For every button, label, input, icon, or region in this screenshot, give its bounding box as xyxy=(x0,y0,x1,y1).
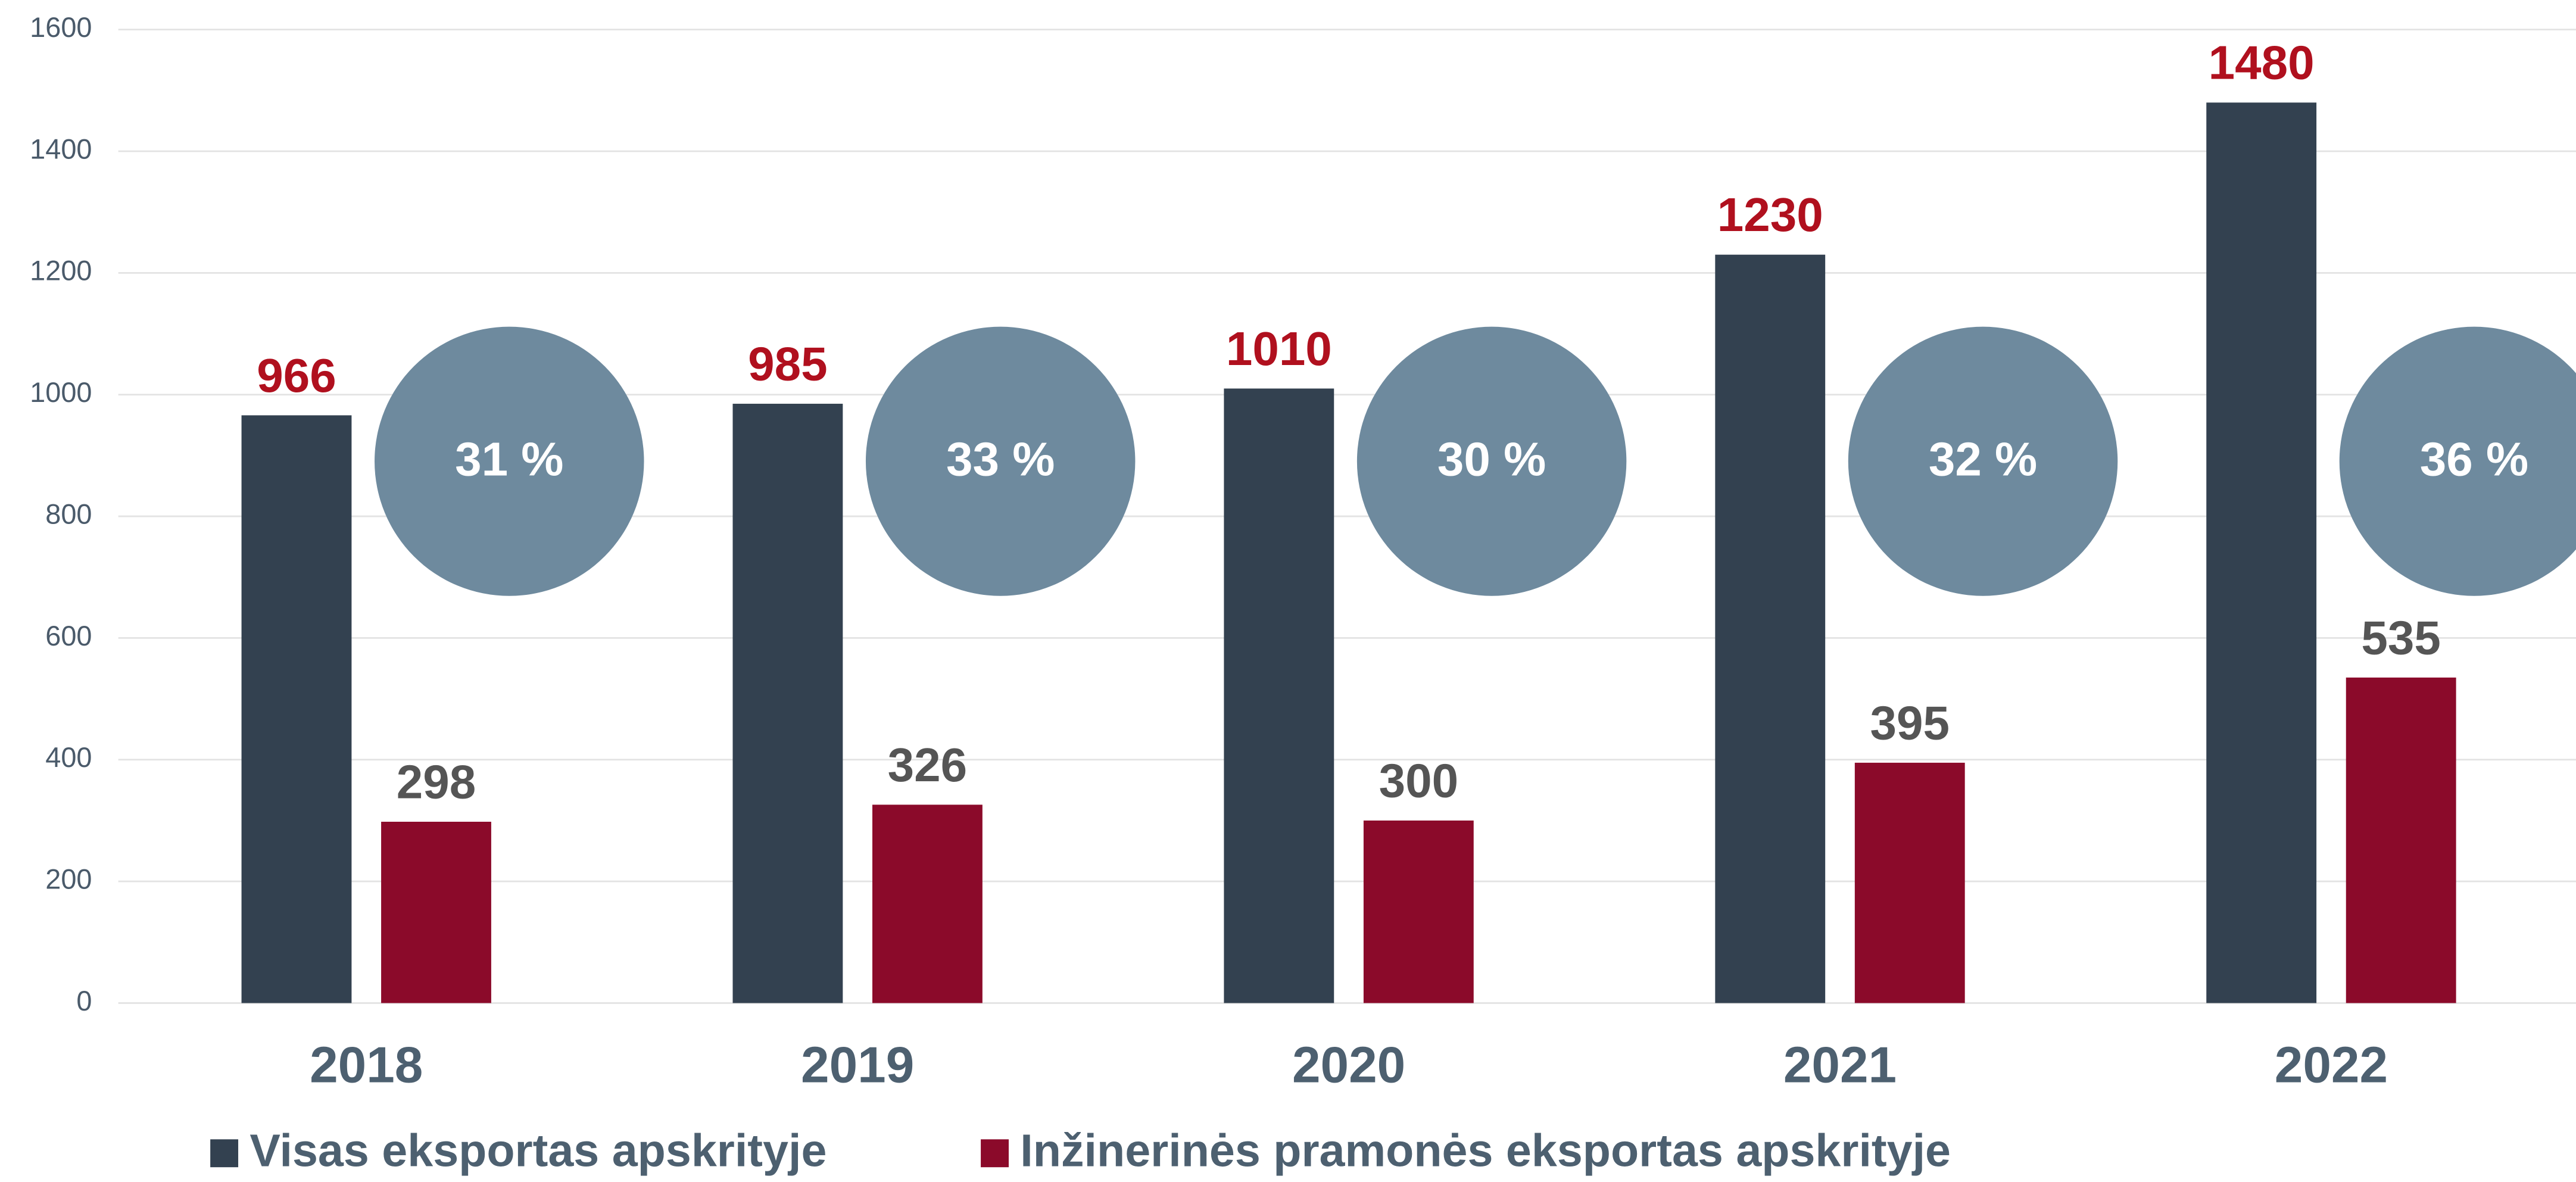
bar xyxy=(2346,677,2456,1003)
bar xyxy=(241,415,352,1003)
data-label: 298 xyxy=(397,755,476,808)
y-tick-label: 0 xyxy=(76,985,92,1016)
data-label: 395 xyxy=(1870,696,1950,749)
share-circle xyxy=(865,326,1136,596)
x-tick-label: 2018 xyxy=(310,1037,423,1093)
legend-swatch xyxy=(210,1139,239,1168)
share-label: 31 % xyxy=(455,433,563,486)
data-label: 535 xyxy=(2361,611,2440,664)
share-label: 33 % xyxy=(946,433,1055,486)
share-label: 30 % xyxy=(1437,433,1546,486)
data-label: 985 xyxy=(748,338,827,391)
share-circle xyxy=(2339,326,2576,596)
bar xyxy=(1224,388,1334,1003)
data-label: 966 xyxy=(257,349,336,402)
share-label: 32 % xyxy=(1929,433,2037,486)
bar xyxy=(2206,102,2317,1003)
legend-label: Inžinerinės pramonės eksportas apskrityj… xyxy=(1020,1125,1951,1177)
y-tick-label: 800 xyxy=(45,498,92,529)
bar xyxy=(732,404,843,1003)
share-circle xyxy=(1356,326,1627,596)
bar xyxy=(1715,254,1826,1003)
bar xyxy=(1854,762,1965,1003)
share-label: 36 % xyxy=(2420,433,2528,486)
data-label: 326 xyxy=(888,738,967,791)
y-tick-label: 400 xyxy=(45,742,92,773)
legend-swatch xyxy=(981,1139,1009,1168)
bar xyxy=(872,804,983,1003)
data-label: 1230 xyxy=(1717,188,1823,241)
y-tick-label: 600 xyxy=(45,620,92,651)
y-tick-label: 1200 xyxy=(30,255,92,286)
data-label: 300 xyxy=(1379,754,1458,807)
data-label: 1010 xyxy=(1226,322,1332,375)
x-tick-label: 2020 xyxy=(1292,1037,1405,1093)
y-tick-label: 1000 xyxy=(30,377,92,408)
bar xyxy=(381,821,491,1003)
bar xyxy=(1363,820,1474,1003)
y-tick-label: 1600 xyxy=(30,12,92,43)
x-tick-label: 2022 xyxy=(2275,1037,2388,1093)
x-tick-label: 2019 xyxy=(801,1037,914,1093)
share-circle xyxy=(1848,326,2118,596)
data-label: 1480 xyxy=(2209,36,2315,89)
x-tick-label: 2021 xyxy=(1783,1037,1897,1093)
legend-label: Visas eksportas apskrityje xyxy=(250,1125,827,1177)
y-tick-label: 1400 xyxy=(30,133,92,164)
y-tick-label: 200 xyxy=(45,864,92,895)
share-circle xyxy=(375,326,644,596)
